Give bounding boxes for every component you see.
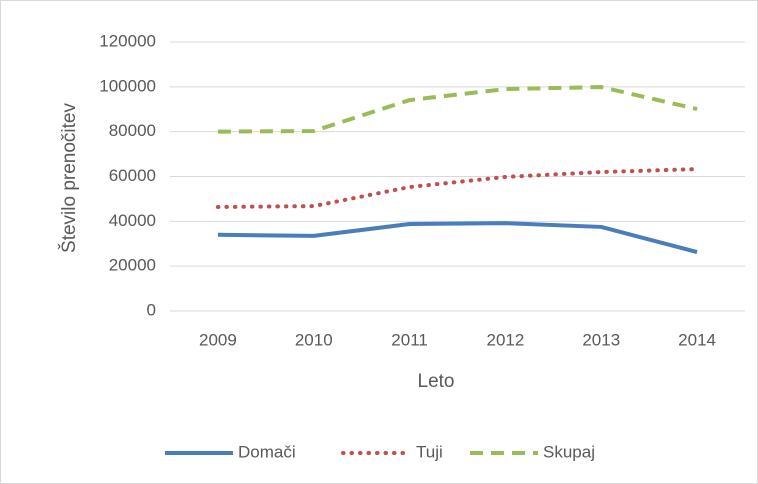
legend-label: Skupaj	[543, 442, 595, 461]
legend-label: Tuji	[416, 442, 443, 461]
x-tick-label: 2012	[487, 330, 525, 349]
x-tick-label: 2011	[391, 330, 428, 349]
line-series	[215, 167, 700, 209]
x-tick-label: 2013	[582, 330, 620, 349]
y-tick-label: 120000	[99, 31, 156, 50]
x-tick-label: 2010	[295, 330, 333, 349]
x-axis-title: Leto	[418, 371, 455, 392]
line-series	[217, 85, 698, 134]
y-tick-label: 80000	[109, 121, 156, 140]
line-series	[217, 221, 698, 254]
y-axis-title: Število prenočitev	[58, 103, 80, 253]
x-tick-label: 2009	[199, 330, 237, 349]
x-tick-label: 2014	[678, 330, 716, 349]
y-tick-label: 40000	[109, 211, 156, 230]
legend-label: Domači	[238, 442, 296, 461]
y-tick-label: 20000	[109, 256, 156, 275]
y-tick-label: 0	[147, 300, 156, 319]
y-tick-label: 100000	[99, 76, 156, 95]
y-tick-label: 60000	[109, 166, 156, 185]
